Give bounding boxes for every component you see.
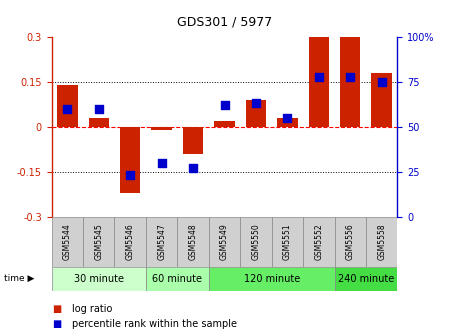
Text: 120 minute: 120 minute [243,274,300,284]
Bar [151,127,172,130]
Bar [335,217,366,267]
Bar [246,100,266,127]
Text: ■: ■ [52,304,61,314]
Text: percentile rank within the sample: percentile rank within the sample [72,319,237,329]
Bar [52,217,83,267]
Text: GSM5547: GSM5547 [157,223,166,260]
Bar [214,121,235,127]
Point [284,115,291,121]
Bar [240,217,272,267]
Text: 60 minute: 60 minute [152,274,202,284]
Bar [371,73,392,127]
Text: 240 minute: 240 minute [338,274,394,284]
Point [127,173,134,178]
Text: log ratio: log ratio [72,304,112,314]
Bar [303,217,335,267]
Text: GSM5544: GSM5544 [63,223,72,260]
Point [189,166,197,171]
Bar [52,267,146,291]
Text: GSM5550: GSM5550 [251,223,260,260]
Text: 30 minute: 30 minute [74,274,124,284]
Bar [277,118,298,127]
Bar [183,127,203,154]
Text: ■: ■ [52,319,61,329]
Text: GSM5548: GSM5548 [189,223,198,260]
Bar [57,85,78,127]
Bar [209,217,240,267]
Point [347,74,354,79]
Point [315,74,322,79]
Text: GSM5549: GSM5549 [220,223,229,260]
Text: GSM5551: GSM5551 [283,223,292,260]
Bar [146,217,177,267]
Text: GDS301 / 5977: GDS301 / 5977 [177,15,272,28]
Point [252,101,260,106]
Text: GSM5556: GSM5556 [346,223,355,260]
Point [158,160,165,165]
Bar [146,267,209,291]
Point [378,79,385,85]
Bar [308,37,329,127]
Bar [366,217,397,267]
Text: GSM5546: GSM5546 [126,223,135,260]
Bar [177,217,209,267]
Text: time ▶: time ▶ [4,275,35,283]
Bar [88,118,109,127]
Bar [114,217,146,267]
Bar [340,37,361,127]
Text: GSM5558: GSM5558 [377,223,386,260]
Bar [120,127,141,193]
Bar [83,217,114,267]
Bar [272,217,303,267]
Text: GSM5552: GSM5552 [314,223,323,260]
Point [95,106,102,112]
Point [64,106,71,112]
Text: GSM5545: GSM5545 [94,223,103,260]
Bar [335,267,397,291]
Bar [209,267,335,291]
Point [221,102,228,108]
